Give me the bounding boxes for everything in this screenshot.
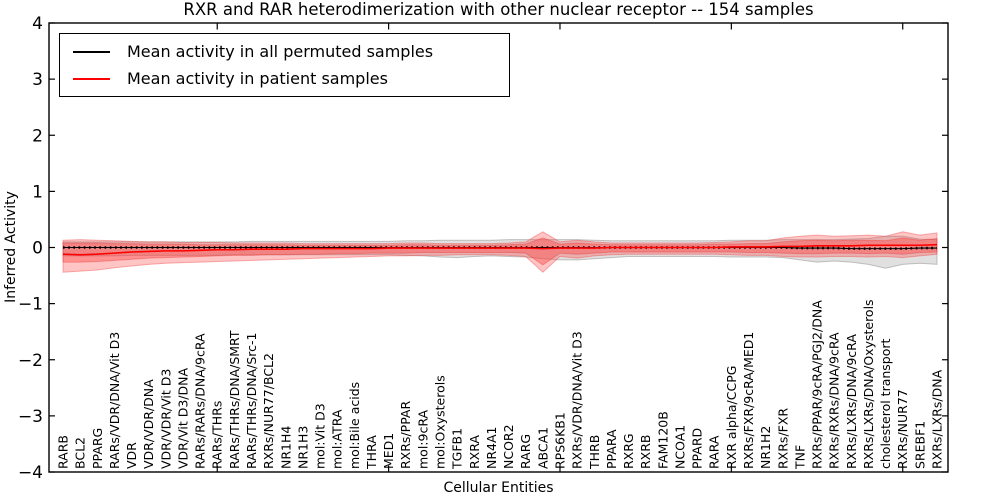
x-category-label: RXRs/FXR [775, 408, 790, 469]
y-tick-label: 3 [32, 70, 43, 90]
x-category-label: RPS6KB1 [552, 412, 567, 469]
x-category-label: mol:9cRA [415, 409, 430, 469]
x-category-label: PPARD [690, 428, 705, 469]
y-tick-label: 4 [32, 14, 43, 34]
x-category-label: ABCA1 [535, 427, 550, 469]
x-category-label: RARs/THRs/DNA/Src-1 [244, 333, 259, 469]
x-category-label: SREBF1 [912, 421, 927, 469]
band-permuted-range [62, 235, 938, 269]
x-category-label: FAM120B [655, 411, 670, 469]
x-category-label: MED1 [381, 433, 396, 469]
x-category-label: VDR/VDR/Vit D3 [158, 369, 173, 469]
line-patient-mean [62, 243, 938, 256]
x-category-label: RARG [518, 434, 533, 469]
x-category-label: THRA [364, 435, 379, 470]
x-category-label: NR4A1 [484, 427, 499, 470]
x-category-label: PPARG [90, 428, 105, 469]
y-tick-label: 1 [32, 182, 43, 202]
x-category-label: BCL2 [73, 437, 88, 469]
legend-item-permuted: Mean activity in all permuted samples [73, 41, 496, 61]
x-category-label: RARs/THRs [210, 401, 225, 469]
x-category-label: PPARA [604, 429, 619, 469]
x-axis-title: Cellular Entities [443, 480, 554, 496]
x-category-label: VDR/Vit D3/DNA [175, 368, 190, 469]
x-category-label: NR1H2 [758, 426, 773, 469]
legend: Mean activity in all permuted samples Me… [59, 33, 510, 97]
x-category-label: NCOA1 [672, 425, 687, 469]
y-tick-label: −1 [18, 295, 43, 315]
x-category-label: RARA [707, 435, 722, 469]
y-tick-label: −4 [18, 463, 43, 483]
y-tick-label: −3 [18, 407, 43, 427]
x-category-label: RXRs/VDR/DNA/Vit D3 [570, 331, 585, 469]
x-category-label: mol:Vit D3 [313, 403, 328, 469]
legend-label-permuted: Mean activity in all permuted samples [127, 41, 434, 61]
x-category-label: RXRs/NUR77/BCL2 [261, 353, 276, 469]
x-category-label: TNF [792, 445, 807, 470]
black-line-icon [73, 50, 110, 53]
x-category-label: RXRG [621, 433, 636, 469]
x-category-label: NR1H3 [295, 426, 310, 469]
legend-label-patient: Mean activity in patient samples [127, 68, 388, 88]
x-category-label: RXRB [638, 434, 653, 469]
x-category-label: RXRs/NUR77 [895, 389, 910, 469]
x-category-label: mol:Bile acids [347, 382, 362, 469]
x-category-label: RXRs/LXRs/DNA/9cRA [844, 334, 859, 469]
x-category-label: cholesterol transport [878, 338, 893, 469]
x-category-label: NCOR2 [501, 424, 516, 469]
x-category-label: RXRs/PPAR/9cRA/PGJ2/DNA [810, 300, 825, 469]
axes-spines [48, 22, 949, 473]
x-category-label: RXRs/FXR/9cRA/MED1 [741, 332, 756, 469]
x-category-label: RXRA [467, 435, 482, 469]
y-tick-label: −2 [18, 351, 43, 371]
x-category-label: mol:Oxysterols [433, 375, 448, 469]
red-line-icon [73, 77, 110, 80]
x-category-label: RARs/VDR/DNA/Vit D3 [107, 332, 122, 469]
x-category-label: RARs/RARs/DNA/9cRA [193, 333, 208, 469]
legend-item-patient: Mean activity in patient samples [73, 68, 496, 88]
x-category-label: mol:ATRA [330, 409, 345, 469]
x-category-label: RXRs/LXRs/DNA/Oxysterols [861, 299, 876, 469]
band-patient-range-inner [62, 237, 938, 266]
x-category-label: RARs/THRs/DNA/SMRT [227, 330, 242, 469]
x-category-label: THRB [587, 435, 602, 470]
x-category-label: RXRs/PPAR [398, 401, 413, 469]
chart-title: RXR and RAR heterodimerization with othe… [183, 0, 814, 19]
x-category-label: RXRs/LXRs/DNA [930, 369, 945, 469]
x-category-label: RXRs/RXRs/DNA/9cRA [827, 332, 842, 469]
y-tick-label: 2 [32, 126, 43, 146]
x-category-label: NR1H4 [278, 426, 293, 469]
x-category-label: RXR alpha/CCPG [724, 366, 739, 469]
x-category-label: VDR [124, 442, 139, 469]
x-category-label: VDR/VDR/DNA [141, 379, 156, 469]
y-tick-label: 0 [32, 239, 43, 259]
band-patient-range-outer [62, 231, 938, 273]
y-axis-title: Inferred Activity [3, 191, 19, 303]
x-category-label: RARB [56, 435, 71, 469]
x-category-label: TGFB1 [450, 428, 465, 470]
